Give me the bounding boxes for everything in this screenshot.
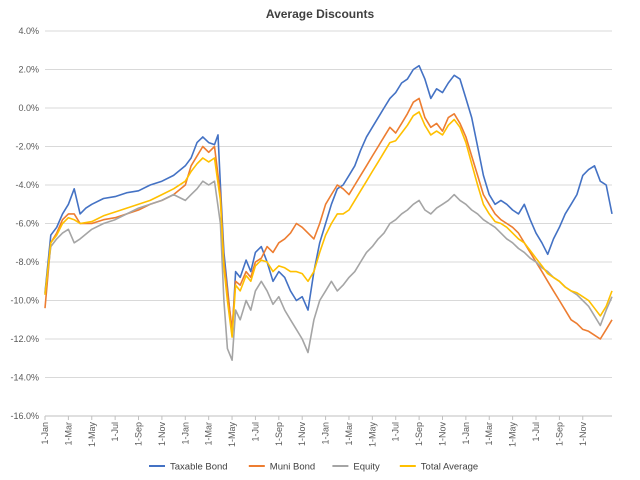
x-tick-label: 1-Jan — [321, 422, 331, 445]
x-tick-label: 1-Sep — [414, 422, 424, 446]
x-tick-label: 1-May — [87, 422, 97, 448]
y-tick-label: 2.0% — [18, 65, 39, 75]
axes: 4.0% 2.0% 0.0% -2.0% -4.0% -6.0% -8.0% -10.0% -1… — [10, 26, 612, 447]
y-tick-label: -2.0% — [15, 142, 39, 152]
x-tick-label: 1-Jul — [250, 422, 260, 442]
x-tick-label: 1-Jul — [110, 422, 120, 442]
y-tick-label: -12.0% — [10, 334, 39, 344]
x-tick-label: 1-Nov — [578, 422, 588, 447]
y-tick-label: -16.0% — [10, 411, 39, 421]
x-tick-label: 1-Nov — [297, 422, 307, 447]
legend: Taxable Bond Muni Bond Equity Total Average — [149, 462, 478, 473]
y-tick-label: -8.0% — [15, 257, 39, 267]
series-lines — [44, 64, 613, 362]
x-tick-label: 1-Sep — [274, 422, 284, 446]
x-tick-label: 1-Mar — [484, 422, 494, 446]
gridlines — [45, 30, 612, 417]
x-tick-label: 1-Jul — [531, 422, 541, 442]
y-tick-label: -10.0% — [10, 296, 39, 306]
legend-label-taxable-bond: Taxable Bond — [170, 462, 228, 473]
x-tick-label: 1-May — [227, 422, 237, 448]
y-tick-label: -4.0% — [15, 180, 39, 190]
legend-label-equity: Equity — [353, 462, 380, 473]
y-tick-label: 4.0% — [18, 26, 39, 36]
x-tick-label: 1-Jul — [391, 422, 401, 442]
legend-label-muni-bond: Muni Bond — [270, 462, 315, 473]
x-tick-label: 1-Nov — [437, 422, 447, 447]
x-tick-label: 1-May — [508, 422, 518, 448]
legend-label-total-average: Total Average — [421, 462, 478, 473]
series-line-total-average — [44, 111, 613, 338]
x-tick-label: 1-Nov — [157, 422, 167, 447]
series-line-equity — [44, 180, 613, 362]
x-tick-label: 1-Sep — [554, 422, 564, 446]
x-tick-label: 1-Mar — [204, 422, 214, 446]
x-tick-label: 1-Sep — [134, 422, 144, 446]
y-tick-label: -14.0% — [10, 373, 39, 383]
x-tick-label: 1-Mar — [344, 422, 354, 446]
x-tick-label: 1-Jan — [40, 422, 50, 445]
x-tick-label: 1-Jan — [461, 422, 471, 445]
x-tick-label: 1-Mar — [63, 422, 73, 446]
x-tick-label: 1-May — [367, 422, 377, 448]
y-tick-label: 0.0% — [18, 103, 39, 113]
y-tick-label: -6.0% — [15, 219, 39, 229]
x-tick-label: 1-Jan — [180, 422, 190, 445]
series-line-taxable-bond — [44, 64, 613, 337]
chart-title: Average Discounts — [266, 7, 375, 21]
series-line-muni-bond — [44, 97, 613, 340]
